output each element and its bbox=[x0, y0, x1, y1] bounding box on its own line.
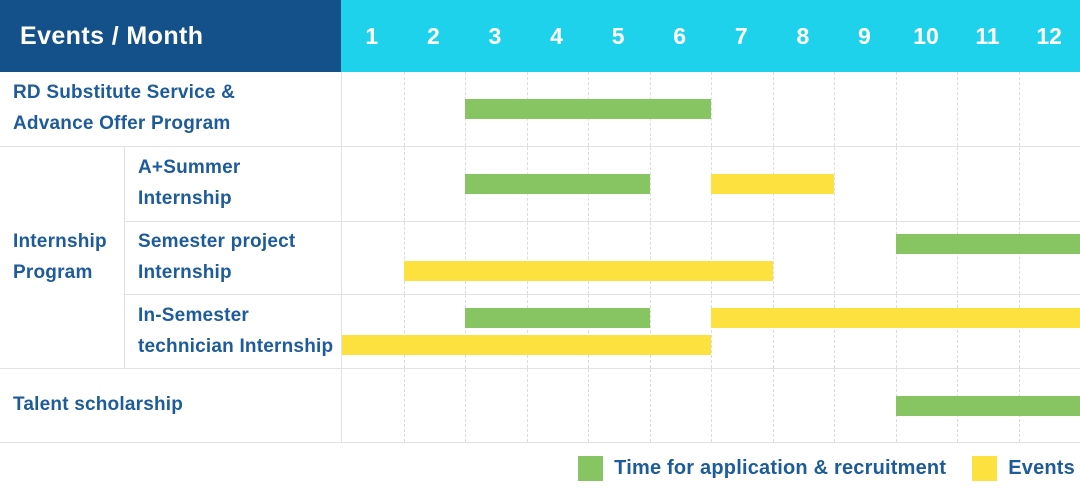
month-grid-line bbox=[588, 295, 589, 368]
row-chart-area-in-semester-technician-internship bbox=[341, 295, 1080, 368]
table-group-row-internship-program: Internship Program A+Summer Internship Semes… bbox=[0, 146, 1080, 368]
month-header-2: 2 bbox=[426, 22, 440, 49]
month-grid-line bbox=[465, 295, 466, 368]
row-label-line: Internship bbox=[138, 261, 232, 283]
month-header-7: 7 bbox=[734, 22, 748, 49]
table-row-rd-substitute-service: RD Substitute Service & Advance Offer Pro… bbox=[0, 72, 1080, 146]
row-label-line: Talent scholarship bbox=[13, 394, 184, 416]
month-header-10: 10 bbox=[913, 22, 939, 49]
legend: Time for application & recruitment Events bbox=[0, 443, 1080, 494]
bar-line bbox=[342, 395, 1080, 416]
row-label-in-semester-technician-internship: In-Semester technician Internship bbox=[125, 295, 341, 368]
row-chart-area-a-plus-summer-internship bbox=[341, 147, 1080, 221]
table-body: RD Substitute Service & Advance Offer Pro… bbox=[0, 72, 1080, 442]
month-header-9: 9 bbox=[858, 22, 871, 49]
month-header-6: 6 bbox=[673, 22, 687, 49]
month-grid-line bbox=[772, 295, 774, 368]
row-label-line: In-Semester bbox=[138, 304, 249, 326]
events-month-header: Events / Month bbox=[0, 0, 341, 72]
month-grid-line bbox=[834, 221, 835, 295]
month-header-5: 5 bbox=[611, 22, 625, 49]
table-row-in-semester-technician-internship: In-Semester technician Internship bbox=[125, 294, 1080, 368]
month-grid-line bbox=[895, 295, 897, 368]
row-label-talent-scholarship: Talent scholarship bbox=[0, 369, 341, 442]
row-label-internship-program: Internship Program bbox=[0, 147, 124, 368]
row-label-line: Semester project bbox=[138, 231, 296, 253]
bar-line bbox=[342, 99, 1080, 119]
bar-line bbox=[342, 234, 1080, 255]
month-grid-line bbox=[526, 221, 528, 295]
month-grid-line bbox=[1018, 295, 1020, 368]
month-grid-line bbox=[403, 221, 405, 295]
month-grid-line bbox=[1018, 221, 1020, 295]
month-grid-line bbox=[588, 221, 589, 295]
events-table: Events / Month 1 2 3 4 5 6 7 8 9 10 11 12 RD Substi… bbox=[0, 0, 1080, 443]
application-bar bbox=[895, 234, 1080, 255]
row-label-line: Advance Offer Program bbox=[13, 113, 231, 134]
month-gridlines bbox=[342, 295, 1080, 368]
row-label-a-plus-summer-internship: A+Summer Internship bbox=[125, 147, 341, 221]
month-header-1: 1 bbox=[365, 22, 379, 49]
legend-label-application: Time for application & recruitment bbox=[614, 457, 947, 479]
bar-line bbox=[342, 335, 1080, 356]
event-bar bbox=[711, 308, 1080, 329]
month-header-3: 3 bbox=[488, 22, 502, 49]
event-bar bbox=[403, 261, 773, 282]
month-grid-line bbox=[403, 295, 405, 368]
row-label-line: Program bbox=[13, 261, 93, 283]
group-sub-rows: A+Summer Internship Semester project Intern… bbox=[124, 147, 1080, 368]
legend-event-swatch-icon bbox=[972, 456, 998, 481]
month-grid-line bbox=[957, 221, 958, 295]
row-label-line: Internship bbox=[138, 187, 232, 209]
month-header-4: 4 bbox=[550, 22, 563, 49]
row-label-line: A+Summer bbox=[138, 157, 241, 179]
row-chart-area-rd-substitute-service bbox=[341, 72, 1080, 146]
month-grid-line bbox=[649, 221, 651, 295]
application-bar bbox=[895, 395, 1080, 416]
bar-line bbox=[342, 173, 1080, 194]
table-row-a-plus-summer-internship: A+Summer Internship bbox=[125, 147, 1080, 221]
month-grid-line bbox=[711, 295, 712, 368]
month-grid-line bbox=[711, 221, 712, 295]
month-header-8: 8 bbox=[796, 22, 810, 49]
legend-item-application: Time for application & recruitment bbox=[578, 456, 946, 481]
month-header-row: 1 2 3 4 5 6 7 8 9 10 11 12 bbox=[341, 0, 1080, 72]
application-bar bbox=[465, 308, 650, 329]
month-grid-line bbox=[772, 221, 774, 295]
month-gridlines bbox=[342, 221, 1080, 295]
row-label-line: RD Substitute Service & bbox=[13, 82, 236, 104]
month-header-11: 11 bbox=[975, 22, 1000, 49]
row-label-rd-substitute-service: RD Substitute Service & Advance Offer Pro… bbox=[0, 72, 341, 146]
month-grid-line bbox=[895, 221, 897, 295]
table-row-talent-scholarship: Talent scholarship bbox=[0, 368, 1080, 442]
legend-label-event: Events bbox=[1008, 457, 1075, 479]
legend-item-event: Events bbox=[972, 456, 1075, 481]
row-label-semester-project-internship: Semester project Internship bbox=[125, 222, 341, 295]
row-chart-area-semester-project-internship bbox=[341, 221, 1080, 295]
bar-line bbox=[342, 261, 1080, 282]
row-label-line: Internship bbox=[13, 230, 107, 252]
table-header: Events / Month 1 2 3 4 5 6 7 8 9 10 11 12 bbox=[0, 0, 1080, 72]
row-label-line: technician Internship bbox=[138, 335, 334, 357]
table-row-semester-project-internship: Semester project Internship bbox=[125, 220, 1080, 295]
application-bar bbox=[465, 99, 711, 119]
event-bar bbox=[711, 173, 834, 194]
month-grid-line bbox=[957, 295, 958, 368]
month-grid-line bbox=[526, 295, 528, 368]
legend-application-swatch-icon bbox=[578, 456, 604, 481]
month-header-12: 12 bbox=[1036, 22, 1062, 49]
month-grid-line bbox=[649, 295, 651, 368]
application-bar bbox=[465, 173, 650, 194]
month-grid-line bbox=[465, 221, 466, 295]
bar-line bbox=[342, 308, 1080, 329]
row-chart-area-talent-scholarship bbox=[341, 369, 1080, 442]
event-bar bbox=[342, 335, 711, 356]
month-grid-line bbox=[834, 295, 835, 368]
